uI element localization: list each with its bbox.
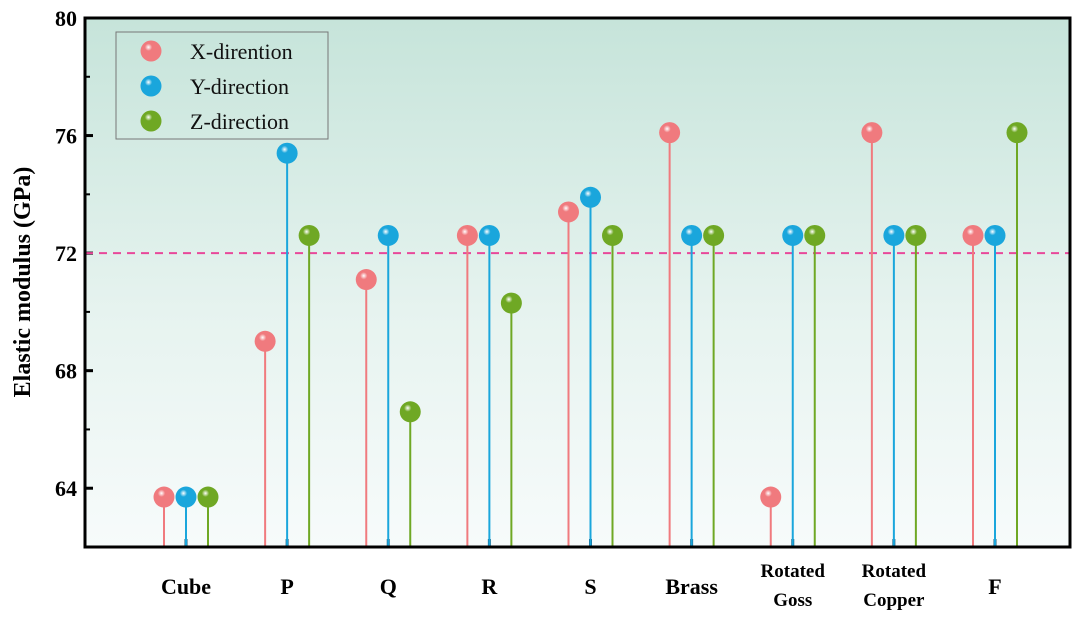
legend-label: Y-direction — [190, 74, 289, 99]
point-z-direction — [500, 292, 522, 314]
x-category-label-line: R — [481, 574, 498, 599]
x-category-label-line: Cube — [161, 574, 211, 599]
legend-marker — [140, 40, 162, 62]
plot-background — [85, 18, 1070, 547]
x-category-label-line: Goss — [773, 590, 812, 611]
x-category-label: R — [481, 574, 498, 599]
y-tick-label: 80 — [55, 6, 77, 31]
point-x-dirention — [456, 224, 478, 246]
point-x-dirention — [254, 330, 276, 352]
y-tick-label: 68 — [55, 359, 77, 384]
point-z-direction — [804, 224, 826, 246]
x-category-label-line: Copper — [863, 590, 925, 611]
legend-label: Z-direction — [190, 109, 289, 134]
legend-box — [115, 31, 329, 140]
point-x-dirention — [558, 201, 579, 223]
x-category-label: P — [280, 574, 293, 599]
point-z-direction — [905, 224, 927, 246]
plot-frame — [83, 16, 1072, 549]
point-z-direction — [1006, 122, 1028, 144]
x-category-label-line: S — [584, 574, 596, 599]
point-y-direction — [681, 224, 703, 246]
point-y-direction — [782, 224, 804, 246]
x-category-label: Cube — [161, 574, 211, 599]
point-x-dirention — [659, 122, 681, 144]
point-z-direction — [703, 224, 725, 246]
y-tick-label: 64 — [55, 476, 77, 501]
x-category-label: S — [584, 574, 596, 599]
point-y-direction — [580, 186, 601, 208]
point-y-direction — [478, 224, 500, 246]
x-category-label-line: Rotated — [761, 561, 826, 582]
x-category-label-line: P — [280, 574, 293, 599]
legend-marker — [140, 110, 162, 132]
x-category-label-line: Brass — [665, 574, 718, 599]
x-category-label: F — [988, 574, 1001, 599]
point-z-direction — [602, 224, 623, 246]
point-y-direction — [883, 224, 905, 246]
point-y-direction — [377, 224, 399, 246]
y-axis-label: Elastic modulus (GPa) — [10, 167, 36, 398]
legend-label: X-dirention — [190, 39, 293, 64]
x-category-label: Brass — [665, 574, 718, 599]
point-x-dirention — [760, 486, 782, 508]
point-x-dirention — [153, 486, 175, 508]
point-y-direction — [276, 142, 298, 164]
point-x-dirention — [355, 269, 377, 291]
y-tick-label: 72 — [55, 241, 77, 266]
x-category-label-line: Rotated — [862, 561, 927, 582]
y-tick-label: 76 — [55, 124, 77, 149]
point-z-direction — [298, 224, 320, 246]
x-category-label: Rotated Goss — [761, 561, 826, 611]
point-y-direction — [984, 224, 1006, 246]
x-category-label-line: F — [988, 574, 1001, 599]
point-z-direction — [399, 401, 421, 423]
x-category-label-line: Q — [380, 574, 397, 599]
point-y-direction — [175, 486, 197, 508]
x-category-label: Q — [380, 574, 397, 599]
legend-marker — [140, 75, 162, 97]
point-z-direction — [197, 486, 219, 508]
point-x-dirention — [861, 122, 883, 144]
x-category-label: Rotated Copper — [862, 561, 927, 611]
point-x-dirention — [962, 224, 984, 246]
